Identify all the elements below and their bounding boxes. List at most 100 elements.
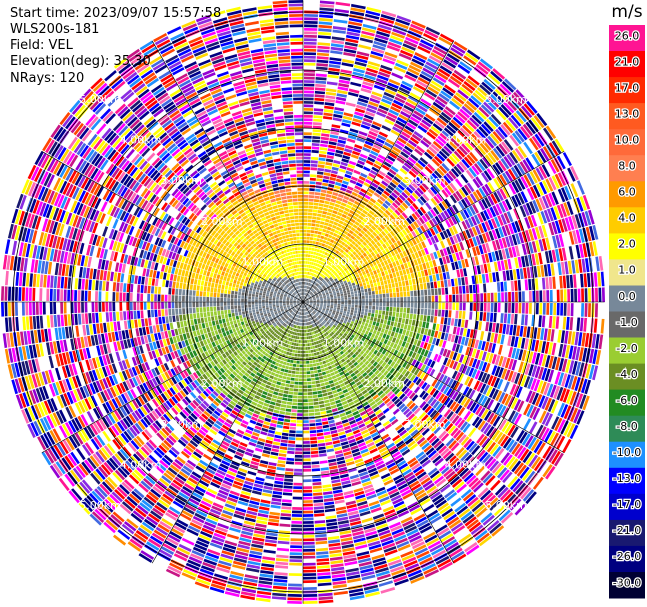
gate-cell (391, 202, 399, 209)
gate-cell (435, 138, 445, 147)
gate-cell (424, 239, 430, 247)
gate-cell (457, 64, 471, 74)
gate-cell (514, 220, 521, 233)
gate-cell (371, 216, 377, 222)
gate-cell (508, 117, 519, 129)
gate-cell (492, 131, 503, 143)
gate-cell (452, 294, 456, 302)
gate-cell (366, 221, 373, 227)
gate-cell (575, 244, 581, 259)
gate-cell (348, 221, 354, 227)
gate-cell (406, 291, 410, 297)
gate-cell (364, 288, 368, 293)
gate-cell (540, 211, 548, 224)
gate-cell (337, 294, 340, 297)
gate-cell (330, 300, 334, 302)
gate-cell (564, 217, 572, 231)
gate-cell (531, 135, 542, 149)
gate-cell (359, 203, 366, 209)
gate-cell (335, 288, 339, 292)
gate-cell (366, 191, 373, 197)
gate-cell (446, 271, 450, 280)
gate-cell (536, 183, 544, 196)
gate-cell (477, 213, 484, 223)
gate-cell (520, 191, 528, 203)
gate-cell (495, 108, 507, 121)
gate-cell (466, 154, 476, 164)
gate-cell (578, 259, 583, 273)
gate-cell (481, 81, 494, 93)
gate-cell (485, 242, 491, 253)
gate-cell (344, 282, 348, 286)
gate-cell (583, 273, 588, 288)
gate-cell (553, 289, 557, 302)
gate-cell (329, 277, 333, 281)
gate-cell (484, 221, 491, 231)
gate-cell (384, 241, 390, 247)
gate-cell (455, 132, 465, 143)
gate-cell (322, 280, 326, 284)
gate-cell (444, 84, 456, 94)
gate-cell (396, 240, 402, 247)
gate-cell (465, 78, 478, 89)
gate-cell (510, 114, 522, 127)
gate-cell (350, 288, 354, 292)
gate-cell (503, 139, 514, 151)
gate-cell (382, 221, 388, 228)
gate-cell (558, 248, 564, 262)
gate-cell (458, 161, 468, 171)
gate-cell (309, 301, 313, 302)
gate-cell (379, 239, 384, 245)
gate-cell (576, 180, 585, 195)
gate-cell (487, 263, 492, 273)
gate-cell (381, 180, 389, 187)
gate-cell (478, 126, 489, 137)
gate-cell (408, 215, 415, 223)
gate-cell (500, 158, 510, 170)
gate-cell (441, 200, 449, 210)
gate-cell (589, 241, 595, 257)
gate-cell (442, 256, 447, 265)
gate-cell (397, 276, 401, 282)
gate-cell (430, 125, 441, 135)
gate-cell (467, 257, 473, 267)
gate-cell (400, 151, 409, 159)
gate-cell (468, 276, 472, 285)
gate-cell (432, 140, 443, 150)
gate-cell (341, 284, 345, 287)
gate-cell (396, 207, 404, 214)
gate-cell (536, 112, 548, 127)
gate-cell (574, 259, 580, 274)
gate-cell (341, 265, 346, 270)
gate-cell (511, 149, 522, 162)
gate-cell (425, 202, 432, 210)
gate-cell (422, 193, 430, 202)
gate-cell (352, 256, 357, 261)
gate-cell (432, 184, 441, 193)
gate-cell (309, 298, 313, 300)
gate-cell (434, 120, 445, 129)
gate-cell (348, 229, 354, 235)
gate-cell (339, 244, 344, 249)
gate-cell (423, 92, 436, 101)
gate-cell (380, 230, 387, 237)
gate-cell (424, 296, 428, 302)
gate-cell (595, 287, 598, 302)
gate-cell (328, 289, 332, 292)
gate-cell (552, 276, 556, 289)
gate-cell (371, 287, 375, 292)
gate-cell (478, 106, 490, 118)
gate-cell (514, 257, 519, 269)
gate-cell (405, 241, 411, 249)
gate-cell (337, 296, 341, 299)
gate-cell (575, 229, 582, 244)
gate-cell (446, 184, 455, 194)
gate-cell (507, 258, 512, 270)
gate-cell (522, 159, 532, 172)
gate-cell (463, 140, 474, 151)
gate-cell (406, 142, 415, 150)
gate-cell (407, 296, 411, 302)
gate-cell (385, 288, 389, 294)
gate-cell (391, 179, 399, 186)
gate-cell (461, 186, 469, 196)
